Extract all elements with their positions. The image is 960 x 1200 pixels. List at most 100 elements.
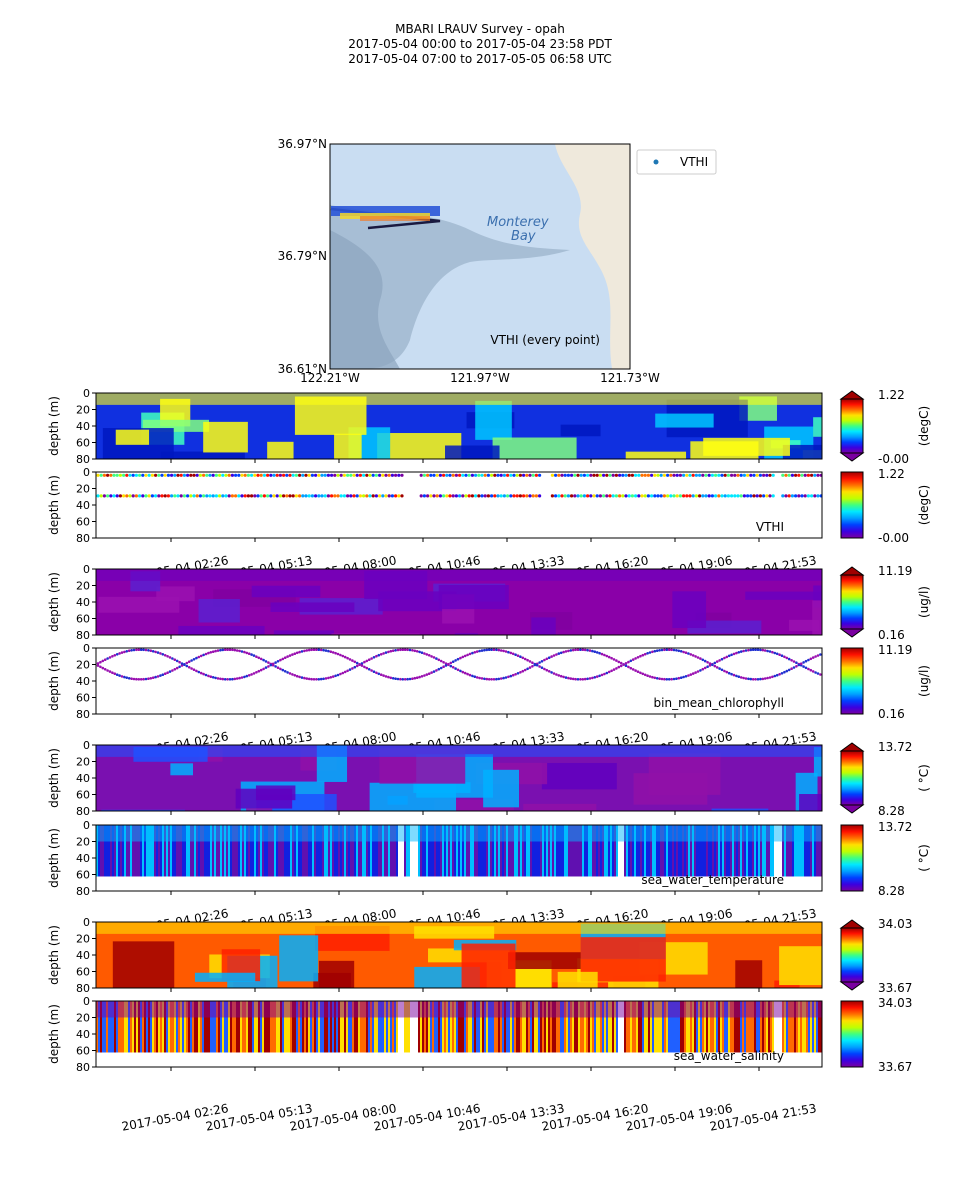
sample-point xyxy=(579,648,582,651)
sample-column xyxy=(692,825,694,877)
sample-point xyxy=(221,677,225,681)
colorbar: 13.728.28( °C) xyxy=(839,740,931,818)
sample-column xyxy=(340,825,342,877)
sample-point xyxy=(118,494,122,498)
sample-column xyxy=(204,1001,206,1053)
sample-point xyxy=(567,649,570,653)
sample-point xyxy=(365,666,369,670)
sample-column xyxy=(806,825,808,877)
sample-column xyxy=(474,825,476,877)
sample-point xyxy=(723,494,727,498)
sample-column xyxy=(524,825,526,877)
sample-column xyxy=(790,1001,792,1053)
sample-point xyxy=(560,473,564,477)
sample-point xyxy=(253,494,257,498)
sample-column xyxy=(300,825,302,877)
sample-point xyxy=(714,494,718,498)
sample-column xyxy=(210,1001,212,1053)
sample-point xyxy=(744,649,748,652)
sample-column xyxy=(312,1001,314,1053)
sample-column xyxy=(796,1001,798,1053)
sample-column xyxy=(748,825,750,877)
sample-column xyxy=(440,1001,442,1053)
sample-column xyxy=(770,1001,772,1053)
sample-column xyxy=(506,1001,508,1053)
sample-point xyxy=(187,660,191,663)
sample-point xyxy=(401,648,405,651)
sample-point xyxy=(394,677,397,680)
sample-point xyxy=(399,677,402,681)
sample-point xyxy=(183,663,186,666)
sample-point xyxy=(144,677,148,681)
sample-column xyxy=(792,1001,794,1053)
sample-column xyxy=(202,825,204,877)
sample-column xyxy=(556,1001,558,1053)
sample-point xyxy=(317,494,321,498)
sample-column xyxy=(740,1001,742,1053)
depth-tick-label: 20 xyxy=(76,580,90,593)
sample-point xyxy=(507,675,510,679)
sample-column xyxy=(256,825,258,877)
sample-point xyxy=(403,678,407,681)
sample-point xyxy=(736,473,740,477)
sample-point xyxy=(637,473,641,477)
sample-point xyxy=(602,494,606,498)
sample-point xyxy=(562,675,565,679)
sample-column xyxy=(218,825,220,877)
sample-point xyxy=(720,668,724,672)
sample-point xyxy=(466,672,469,676)
sample-point xyxy=(809,668,813,672)
sample-column xyxy=(794,825,796,877)
sample-column xyxy=(314,825,316,877)
sample-column xyxy=(442,1001,444,1053)
sample-point xyxy=(281,657,285,661)
sample-point xyxy=(803,473,807,477)
sample-column xyxy=(394,1001,396,1053)
sample-point xyxy=(478,649,481,653)
sample-point xyxy=(785,669,789,673)
sample-column xyxy=(746,1001,748,1053)
sample-column xyxy=(714,825,716,877)
sample-column xyxy=(560,825,562,877)
sample-point xyxy=(720,657,724,661)
sample-column xyxy=(598,825,600,877)
sample-column xyxy=(224,1001,226,1053)
sample-point xyxy=(351,659,354,662)
sample-column xyxy=(224,825,226,877)
sample-column xyxy=(516,825,518,877)
sample-column xyxy=(680,825,682,877)
colorbar-min-label: -0.00 xyxy=(878,452,909,466)
sample-column xyxy=(128,825,130,877)
depth-tick-label: 60 xyxy=(76,613,90,626)
sample-point xyxy=(531,665,534,668)
sample-column xyxy=(504,825,506,877)
sample-point xyxy=(427,654,431,657)
sample-point xyxy=(463,671,467,675)
sample-column xyxy=(222,1001,224,1053)
sample-point xyxy=(726,494,731,498)
sample-point xyxy=(756,648,760,651)
sample-point xyxy=(276,660,280,663)
sample-point xyxy=(99,494,103,498)
sample-point xyxy=(480,677,484,680)
sample-column xyxy=(268,825,270,877)
sample-column xyxy=(420,825,422,877)
sample-point xyxy=(358,663,361,666)
sample-column xyxy=(170,1001,172,1053)
sample-point xyxy=(312,648,316,651)
sample-point xyxy=(389,649,393,653)
sample-point xyxy=(511,652,515,656)
sample-point xyxy=(330,473,334,477)
sample-point xyxy=(792,660,796,663)
sample-point xyxy=(701,658,705,662)
sample-point xyxy=(454,667,457,670)
sample-column xyxy=(712,1001,714,1053)
sample-point xyxy=(631,668,635,671)
sample-point xyxy=(679,676,683,679)
sample-point xyxy=(127,677,131,680)
sample-column xyxy=(752,825,754,877)
sample-column xyxy=(148,1001,150,1053)
sample-point xyxy=(418,650,421,654)
sample-column xyxy=(592,825,594,877)
sample-column xyxy=(284,825,286,877)
